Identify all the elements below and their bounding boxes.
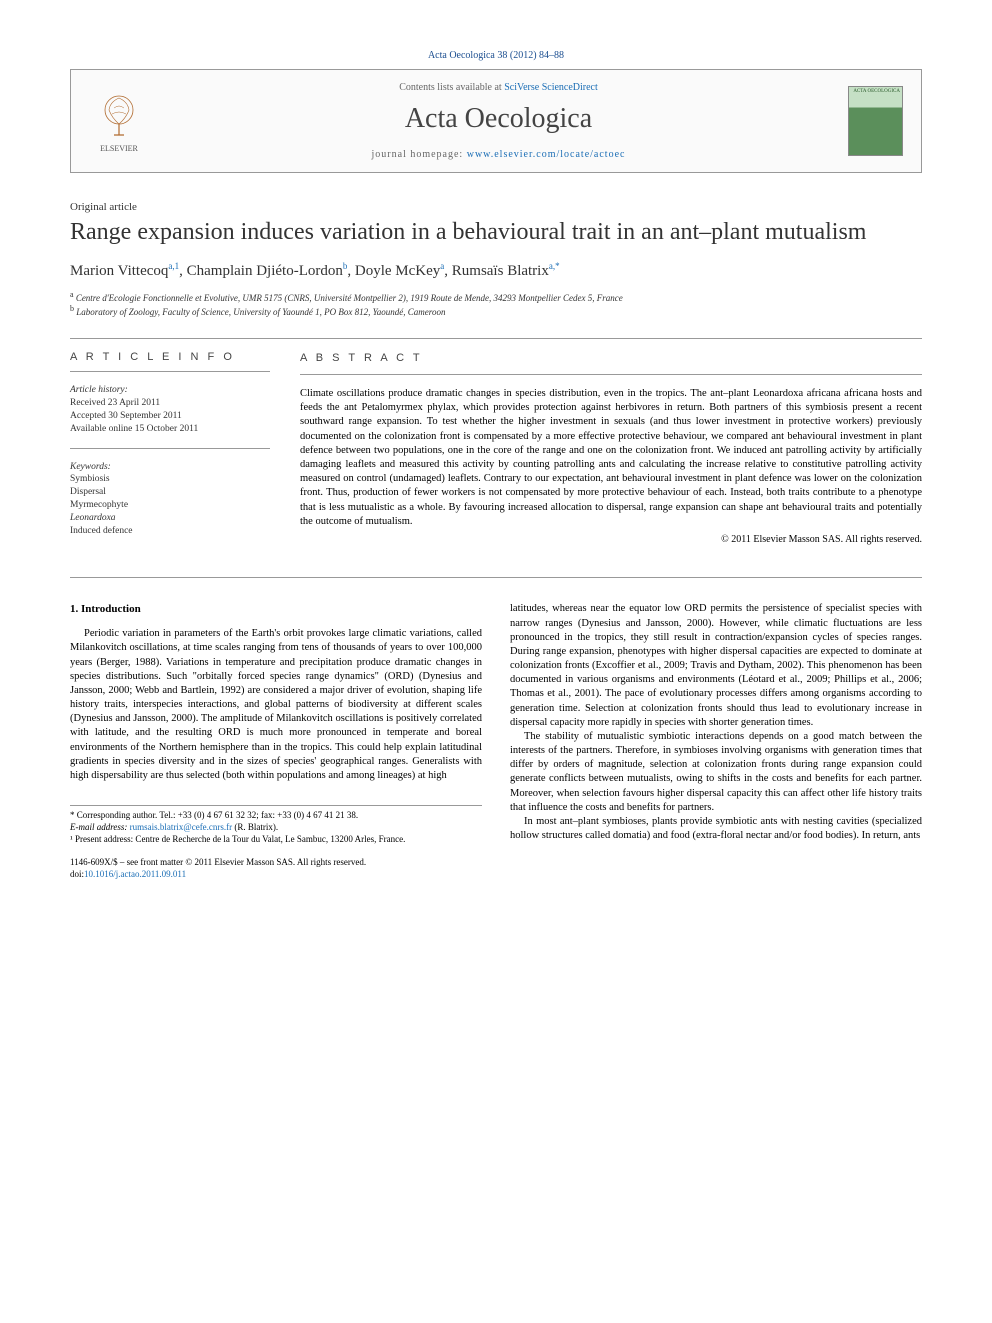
author-2-affil: b <box>343 261 348 271</box>
keyword-5: Induced defence <box>70 525 270 538</box>
intro-paragraph-3: The stability of mutualistic symbiotic i… <box>510 730 922 815</box>
article-info-heading: A R T I C L E I N F O <box>70 351 270 363</box>
affiliations: a Centre d'Ecologie Fonctionnelle et Evo… <box>70 290 922 318</box>
corresponding-email-link[interactable]: rumsais.blatrix@cefe.cnrs.fr <box>130 822 233 832</box>
elsevier-tree-icon <box>94 90 144 140</box>
intro-paragraph-2: latitudes, whereas near the equator low … <box>510 602 922 730</box>
publisher-logo: ELSEVIER <box>89 90 149 153</box>
column-right: latitudes, whereas near the equator low … <box>510 602 922 880</box>
author-list: Marion Vittecoqa,1, Champlain Djiéto-Lor… <box>70 261 922 280</box>
abstract-panel: A B S T R A C T Climate oscillations pro… <box>300 351 922 549</box>
author-3-affil: a <box>440 261 444 271</box>
author-4: Rumsaïs Blatrix <box>452 263 549 279</box>
author-3: Doyle McKey <box>355 263 440 279</box>
keyword-2: Dispersal <box>70 486 270 499</box>
contents-list-line: Contents lists available at SciVerse Sci… <box>149 82 848 93</box>
abstract-copyright: © 2011 Elsevier Masson SAS. All rights r… <box>300 533 922 547</box>
author-1-affil: a,1 <box>168 261 179 271</box>
section-1-heading: 1. Introduction <box>70 602 482 617</box>
affiliation-b: Laboratory of Zoology, Faculty of Scienc… <box>76 307 445 317</box>
column-left: 1. Introduction Periodic variation in pa… <box>70 602 482 880</box>
homepage-link[interactable]: www.elsevier.com/locate/actoec <box>467 149 626 160</box>
received-date: Received 23 April 2011 <box>70 397 270 410</box>
front-matter-line: 1146-609X/$ – see front matter © 2011 El… <box>70 857 482 880</box>
article-info-panel: A R T I C L E I N F O Article history: R… <box>70 351 270 549</box>
accepted-date: Accepted 30 September 2011 <box>70 410 270 423</box>
doi-label: doi: <box>70 869 84 879</box>
keyword-3: Myrmecophyte <box>70 499 270 512</box>
sciencedirect-link[interactable]: SciVerse ScienceDirect <box>504 82 598 93</box>
corresponding-author-note: * Corresponding author. Tel.: +33 (0) 4 … <box>70 810 482 822</box>
separator-thick <box>70 577 922 578</box>
email-suffix: (R. Blatrix). <box>232 822 278 832</box>
separator <box>70 338 922 339</box>
keyword-4: Leonardoxa <box>70 512 270 525</box>
doi-link[interactable]: 10.1016/j.actao.2011.09.011 <box>84 869 186 879</box>
author-1: Marion Vittecoq <box>70 263 168 279</box>
homepage-prefix: journal homepage: <box>372 149 467 160</box>
contents-prefix: Contents lists available at <box>399 82 504 93</box>
affiliation-a: Centre d'Ecologie Fonctionnelle et Evolu… <box>76 293 623 303</box>
copyright-front-matter: 1146-609X/$ – see front matter © 2011 El… <box>70 857 482 869</box>
keywords-label: Keywords: <box>70 461 270 474</box>
history-label: Article history: <box>70 384 270 397</box>
abstract-text: Climate oscillations produce dramatic ch… <box>300 387 922 529</box>
article-title: Range expansion induces variation in a b… <box>70 217 922 247</box>
citation-line: Acta Oecologica 38 (2012) 84–88 <box>70 50 922 61</box>
journal-header: ELSEVIER Contents lists available at Sci… <box>70 69 922 173</box>
publisher-label: ELSEVIER <box>89 144 149 153</box>
journal-homepage-line: journal homepage: www.elsevier.com/locat… <box>149 149 848 160</box>
article-type: Original article <box>70 201 922 213</box>
online-date: Available online 15 October 2011 <box>70 423 270 436</box>
journal-title: Acta Oecologica <box>149 103 848 135</box>
intro-paragraph-4: In most ant–plant symbioses, plants prov… <box>510 815 922 843</box>
author-2: Champlain Djiéto-Lordon <box>187 263 343 279</box>
present-address-note: ¹ Present address: Centre de Recherche d… <box>70 834 482 846</box>
author-4-affil: a,* <box>549 261 560 271</box>
email-label: E-mail address: <box>70 822 130 832</box>
intro-paragraph-1: Periodic variation in parameters of the … <box>70 627 482 783</box>
keyword-1: Symbiosis <box>70 473 270 486</box>
cover-title: ACTA OECOLOGICA <box>851 89 900 94</box>
abstract-heading: A B S T R A C T <box>300 351 922 366</box>
journal-cover-thumbnail: ACTA OECOLOGICA <box>848 86 903 156</box>
footnotes: * Corresponding author. Tel.: +33 (0) 4 … <box>70 805 482 845</box>
body-columns: 1. Introduction Periodic variation in pa… <box>70 602 922 880</box>
